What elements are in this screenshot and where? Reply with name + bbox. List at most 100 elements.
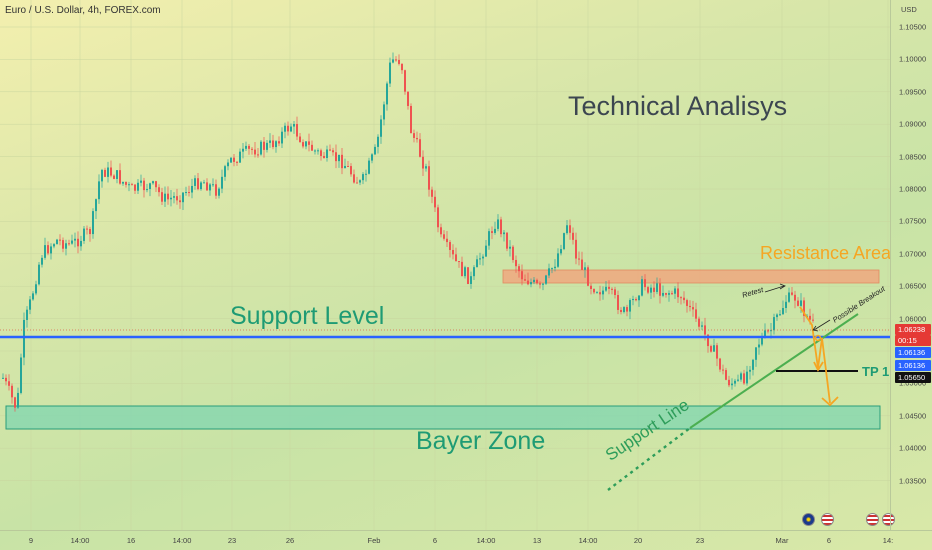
candle-body: [356, 182, 358, 184]
candle-body: [107, 167, 109, 177]
projection-path: [799, 306, 831, 404]
candle-body: [566, 225, 568, 234]
candle-body: [650, 287, 652, 293]
candle-body: [413, 133, 415, 138]
candle-body: [29, 299, 31, 310]
time-axis[interactable]: 9 14:00 16 14:00 23 26 Feb 6 14:00 13 14:00 20 23 Mar…: [0, 530, 932, 550]
event-flag-eu-icon[interactable]: [802, 513, 815, 526]
candle-body: [635, 298, 637, 301]
event-flag-us-icon[interactable]: [882, 513, 895, 526]
candle-body: [35, 284, 37, 294]
candle-body: [125, 181, 127, 185]
time-tick-label: 14:00: [70, 536, 90, 545]
candle-body: [602, 290, 604, 295]
candle-body: [41, 257, 43, 265]
candle-body: [677, 288, 679, 298]
candle-body: [680, 297, 682, 299]
chart-plot-area[interactable]: [0, 0, 890, 530]
candle-body: [68, 243, 70, 245]
time-tick-label: 6: [826, 536, 832, 545]
candle-body: [443, 234, 445, 239]
candle-body: [515, 259, 517, 267]
candle-body: [212, 184, 214, 186]
candle-body: [101, 169, 103, 182]
time-tick-label: Mar: [775, 536, 789, 545]
candle-body: [725, 370, 727, 380]
candle-body: [188, 192, 190, 194]
time-tick-label: 20: [633, 536, 643, 545]
candle-body: [662, 292, 664, 296]
candle-body: [599, 292, 601, 295]
candle-body: [278, 141, 280, 144]
candle-body: [608, 286, 610, 289]
candle-body: [233, 157, 235, 162]
time-tick-label: 16: [126, 536, 136, 545]
countdown-badge: 00:15: [895, 335, 931, 346]
candle-body: [116, 170, 118, 179]
candle-body: [113, 175, 115, 179]
candle-body: [797, 300, 799, 306]
price-axis[interactable]: USD 1.10500 1.10000 1.09500 1.09000 1.08500 1…: [890, 0, 932, 530]
candle-body: [17, 392, 19, 408]
candle-body: [296, 123, 298, 137]
support-level-label[interactable]: Support Level: [230, 302, 385, 330]
bayer-zone-box[interactable]: [5, 405, 881, 430]
candle-body: [53, 244, 55, 247]
headline-annotation[interactable]: Technical Analisys: [568, 91, 788, 121]
candle-body: [194, 178, 196, 186]
candle-body: [509, 246, 511, 249]
candle-body: [560, 249, 562, 254]
price-tick-label: 1.07000: [899, 249, 927, 259]
candle-body: [158, 187, 160, 193]
candle-body: [284, 125, 286, 132]
candle-body: [620, 309, 622, 313]
price-tick-label: 1.10500: [899, 22, 927, 32]
candle-body: [665, 292, 667, 295]
candle-body: [557, 253, 559, 267]
candle-body: [320, 150, 322, 156]
event-flag-us-icon[interactable]: [866, 513, 879, 526]
candle-body: [674, 288, 676, 294]
resistance-area-box[interactable]: [502, 269, 880, 284]
candle-body: [83, 228, 85, 241]
candle-body: [176, 196, 178, 201]
candle-body: [272, 140, 274, 148]
price-tick-label: 1.03500: [899, 476, 927, 486]
candle-body: [668, 293, 670, 295]
projection-arrow-1: [813, 361, 824, 372]
price-chart[interactable]: [0, 0, 890, 530]
candle-body: [494, 228, 496, 233]
support-trend-line[interactable]: [689, 313, 859, 429]
bayer-zone-label[interactable]: Bayer Zone: [416, 427, 546, 455]
candle-body: [128, 184, 130, 186]
candle-body: [203, 182, 205, 184]
retest-arrow-head: [779, 283, 786, 290]
candle-body: [251, 148, 253, 150]
candle-body: [341, 154, 343, 169]
candle-body: [470, 276, 472, 284]
candle-body: [143, 180, 145, 191]
candle-body: [461, 261, 463, 277]
time-tick-label: 23: [227, 536, 237, 545]
candle-body: [788, 292, 790, 302]
candle-body: [185, 192, 187, 194]
candle-body: [542, 283, 544, 285]
tp-label[interactable]: TP 1: [862, 364, 890, 379]
candle-body: [455, 254, 457, 262]
tp-price-badge: 1.05650: [895, 372, 931, 383]
candle-body: [434, 196, 436, 208]
candle-body: [572, 232, 574, 240]
event-flag-us-icon[interactable]: [821, 513, 834, 526]
candle-body: [551, 268, 553, 270]
candle-body: [80, 240, 82, 247]
candle-body: [569, 225, 571, 233]
time-tick-label: 14:00: [578, 536, 598, 545]
candle-body: [299, 136, 301, 143]
candle-body: [479, 258, 481, 260]
candle-body: [215, 184, 217, 196]
candle-body: [740, 373, 742, 380]
resistance-label[interactable]: Resistance Area: [760, 243, 892, 263]
candle-body: [800, 300, 802, 306]
candle-body: [545, 275, 547, 284]
